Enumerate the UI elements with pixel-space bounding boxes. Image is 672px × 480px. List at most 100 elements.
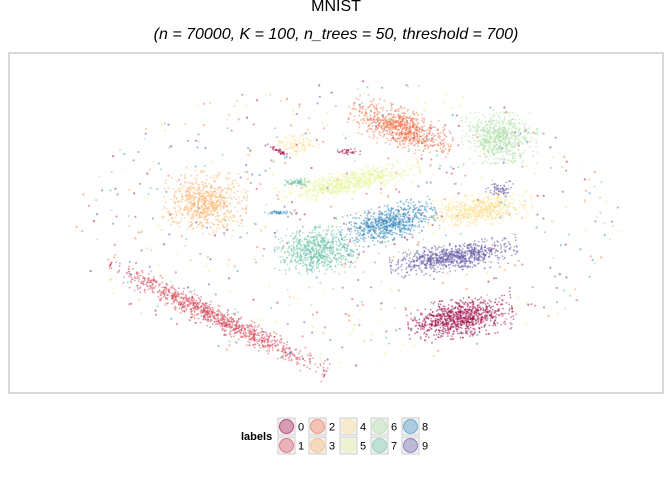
data-point (212, 193, 214, 195)
data-point (363, 114, 365, 117)
data-point (359, 105, 362, 108)
data-point (190, 189, 193, 192)
data-point (494, 301, 497, 303)
data-point (510, 327, 513, 329)
data-point (489, 223, 492, 226)
noise-point (341, 286, 344, 289)
data-point (275, 149, 278, 152)
data-point (236, 190, 239, 193)
data-point (373, 182, 375, 185)
data-point (259, 346, 262, 349)
data-point (510, 211, 513, 214)
data-point (431, 132, 434, 135)
data-point (208, 200, 210, 203)
data-point (319, 363, 322, 365)
data-point (495, 313, 498, 316)
data-point (390, 104, 393, 106)
data-point (372, 175, 375, 178)
data-point (433, 301, 436, 303)
data-point (413, 134, 416, 137)
data-point (424, 316, 427, 319)
data-point (189, 186, 192, 189)
data-point (212, 230, 215, 232)
data-point (166, 297, 169, 300)
data-point (314, 137, 316, 140)
data-point (179, 190, 181, 193)
data-point (127, 275, 130, 278)
data-point (221, 329, 224, 332)
data-point (228, 326, 231, 329)
data-point (154, 285, 157, 287)
data-point (513, 206, 515, 209)
data-point (206, 305, 209, 308)
data-point (437, 336, 439, 339)
data-point (245, 208, 248, 211)
data-point (422, 320, 425, 322)
data-point (207, 320, 209, 323)
data-point (286, 353, 289, 356)
data-point (500, 206, 503, 209)
data-point (289, 354, 291, 357)
data-point (181, 301, 184, 303)
data-point (196, 225, 199, 228)
data-point (495, 198, 498, 201)
data-point (465, 211, 468, 214)
data-point (385, 126, 387, 128)
data-point (298, 140, 301, 143)
data-point (315, 185, 318, 188)
series-label-1 (88, 97, 620, 383)
data-point (496, 209, 499, 212)
data-point (173, 221, 176, 224)
data-point (452, 322, 455, 325)
data-point (491, 317, 494, 319)
data-point (437, 312, 440, 315)
data-point (197, 297, 200, 299)
noise-point (419, 325, 422, 328)
data-point (420, 120, 423, 122)
data-point (177, 292, 179, 295)
noise-point (252, 123, 255, 126)
data-point (439, 303, 442, 306)
data-point (491, 207, 494, 210)
data-point (225, 215, 228, 218)
data-point (338, 151, 340, 154)
data-point (490, 221, 493, 224)
data-point (477, 210, 480, 213)
data-point (274, 345, 277, 348)
data-point (275, 332, 278, 335)
data-point (223, 195, 225, 198)
noise-point (392, 255, 395, 258)
data-point (271, 339, 274, 342)
noise-point (286, 338, 289, 341)
data-point (136, 288, 139, 291)
data-point (299, 149, 302, 152)
data-point (187, 299, 190, 302)
data-point (110, 267, 113, 270)
data-point (151, 291, 154, 293)
data-point (203, 303, 206, 306)
data-point (409, 134, 412, 137)
data-point (393, 131, 396, 134)
data-point (208, 233, 211, 236)
data-point (379, 126, 382, 129)
data-point (456, 323, 459, 326)
noise-point (185, 166, 188, 169)
data-point (365, 111, 367, 113)
data-point (502, 204, 504, 207)
data-point (220, 322, 223, 325)
data-point (404, 117, 407, 120)
data-point (402, 123, 404, 126)
data-point (291, 146, 294, 149)
data-point (268, 347, 270, 349)
data-point (159, 292, 162, 295)
data-point (285, 144, 288, 146)
data-point (211, 319, 213, 322)
data-point (510, 305, 513, 307)
data-point (490, 217, 493, 220)
data-point (451, 318, 453, 321)
data-point (246, 199, 248, 202)
noise-point (407, 248, 410, 251)
data-point (401, 132, 404, 135)
noise-point (387, 157, 390, 160)
data-point (398, 132, 401, 135)
